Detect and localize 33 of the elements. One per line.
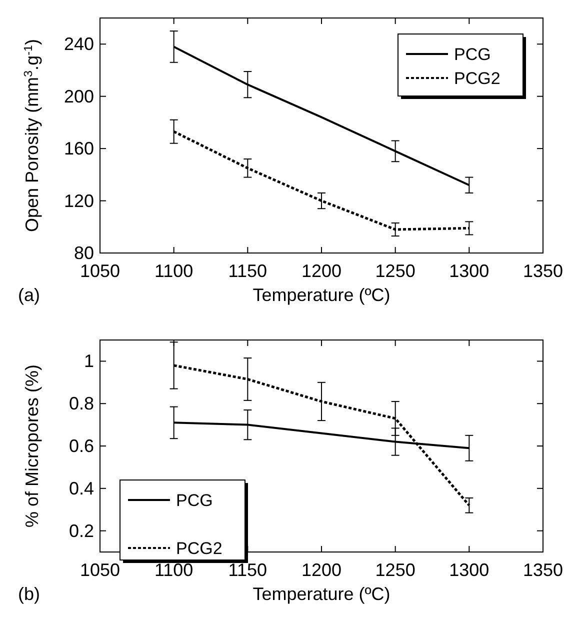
legend-label: PCG bbox=[454, 45, 491, 64]
x-axis-title: Temperature (ºC) bbox=[252, 285, 390, 305]
y-tick-label: 240 bbox=[64, 34, 94, 54]
x-tick-label: 1050 bbox=[80, 261, 120, 281]
x-tick-label: 1250 bbox=[375, 261, 416, 281]
legend-label: PCG2 bbox=[454, 69, 500, 88]
legend-label: PCG bbox=[176, 491, 213, 510]
x-tick-label: 1350 bbox=[522, 560, 564, 580]
y-tick-label: 160 bbox=[64, 138, 94, 159]
y-tick-label: 0.4 bbox=[68, 478, 94, 498]
legend-label: PCG2 bbox=[176, 539, 222, 558]
text: (a) bbox=[18, 285, 40, 305]
x-tick-label: 1250 bbox=[375, 560, 416, 580]
y-tick-label: 200 bbox=[64, 86, 94, 106]
y-tick-label: 80 bbox=[74, 243, 94, 263]
x-tick-label: 1200 bbox=[301, 261, 342, 281]
y-tick-label: 0.6 bbox=[68, 436, 94, 456]
x-tick-label: 1350 bbox=[522, 261, 564, 281]
x-tick-label: 1050 bbox=[80, 560, 120, 580]
y-axis-title: % of Micropores (%) bbox=[22, 364, 42, 528]
y-tick-label: 0.2 bbox=[68, 520, 94, 541]
y-tick-label: 120 bbox=[64, 190, 94, 211]
x-tick-label: 1150 bbox=[228, 261, 268, 281]
y-tick-label: 1 bbox=[84, 351, 94, 372]
x-tick-label: 1150 bbox=[228, 560, 268, 580]
y-tick-label: 0.8 bbox=[68, 394, 94, 414]
x-tick-label: 1200 bbox=[301, 560, 342, 580]
x-tick-label: 1100 bbox=[154, 261, 194, 281]
x-tick-label: 1300 bbox=[449, 560, 490, 580]
x-axis-title: Temperature (ºC) bbox=[252, 584, 390, 604]
x-tick-label: 1300 bbox=[449, 261, 490, 281]
x-tick-label: 1100 bbox=[154, 560, 194, 580]
text: (b) bbox=[18, 584, 40, 604]
